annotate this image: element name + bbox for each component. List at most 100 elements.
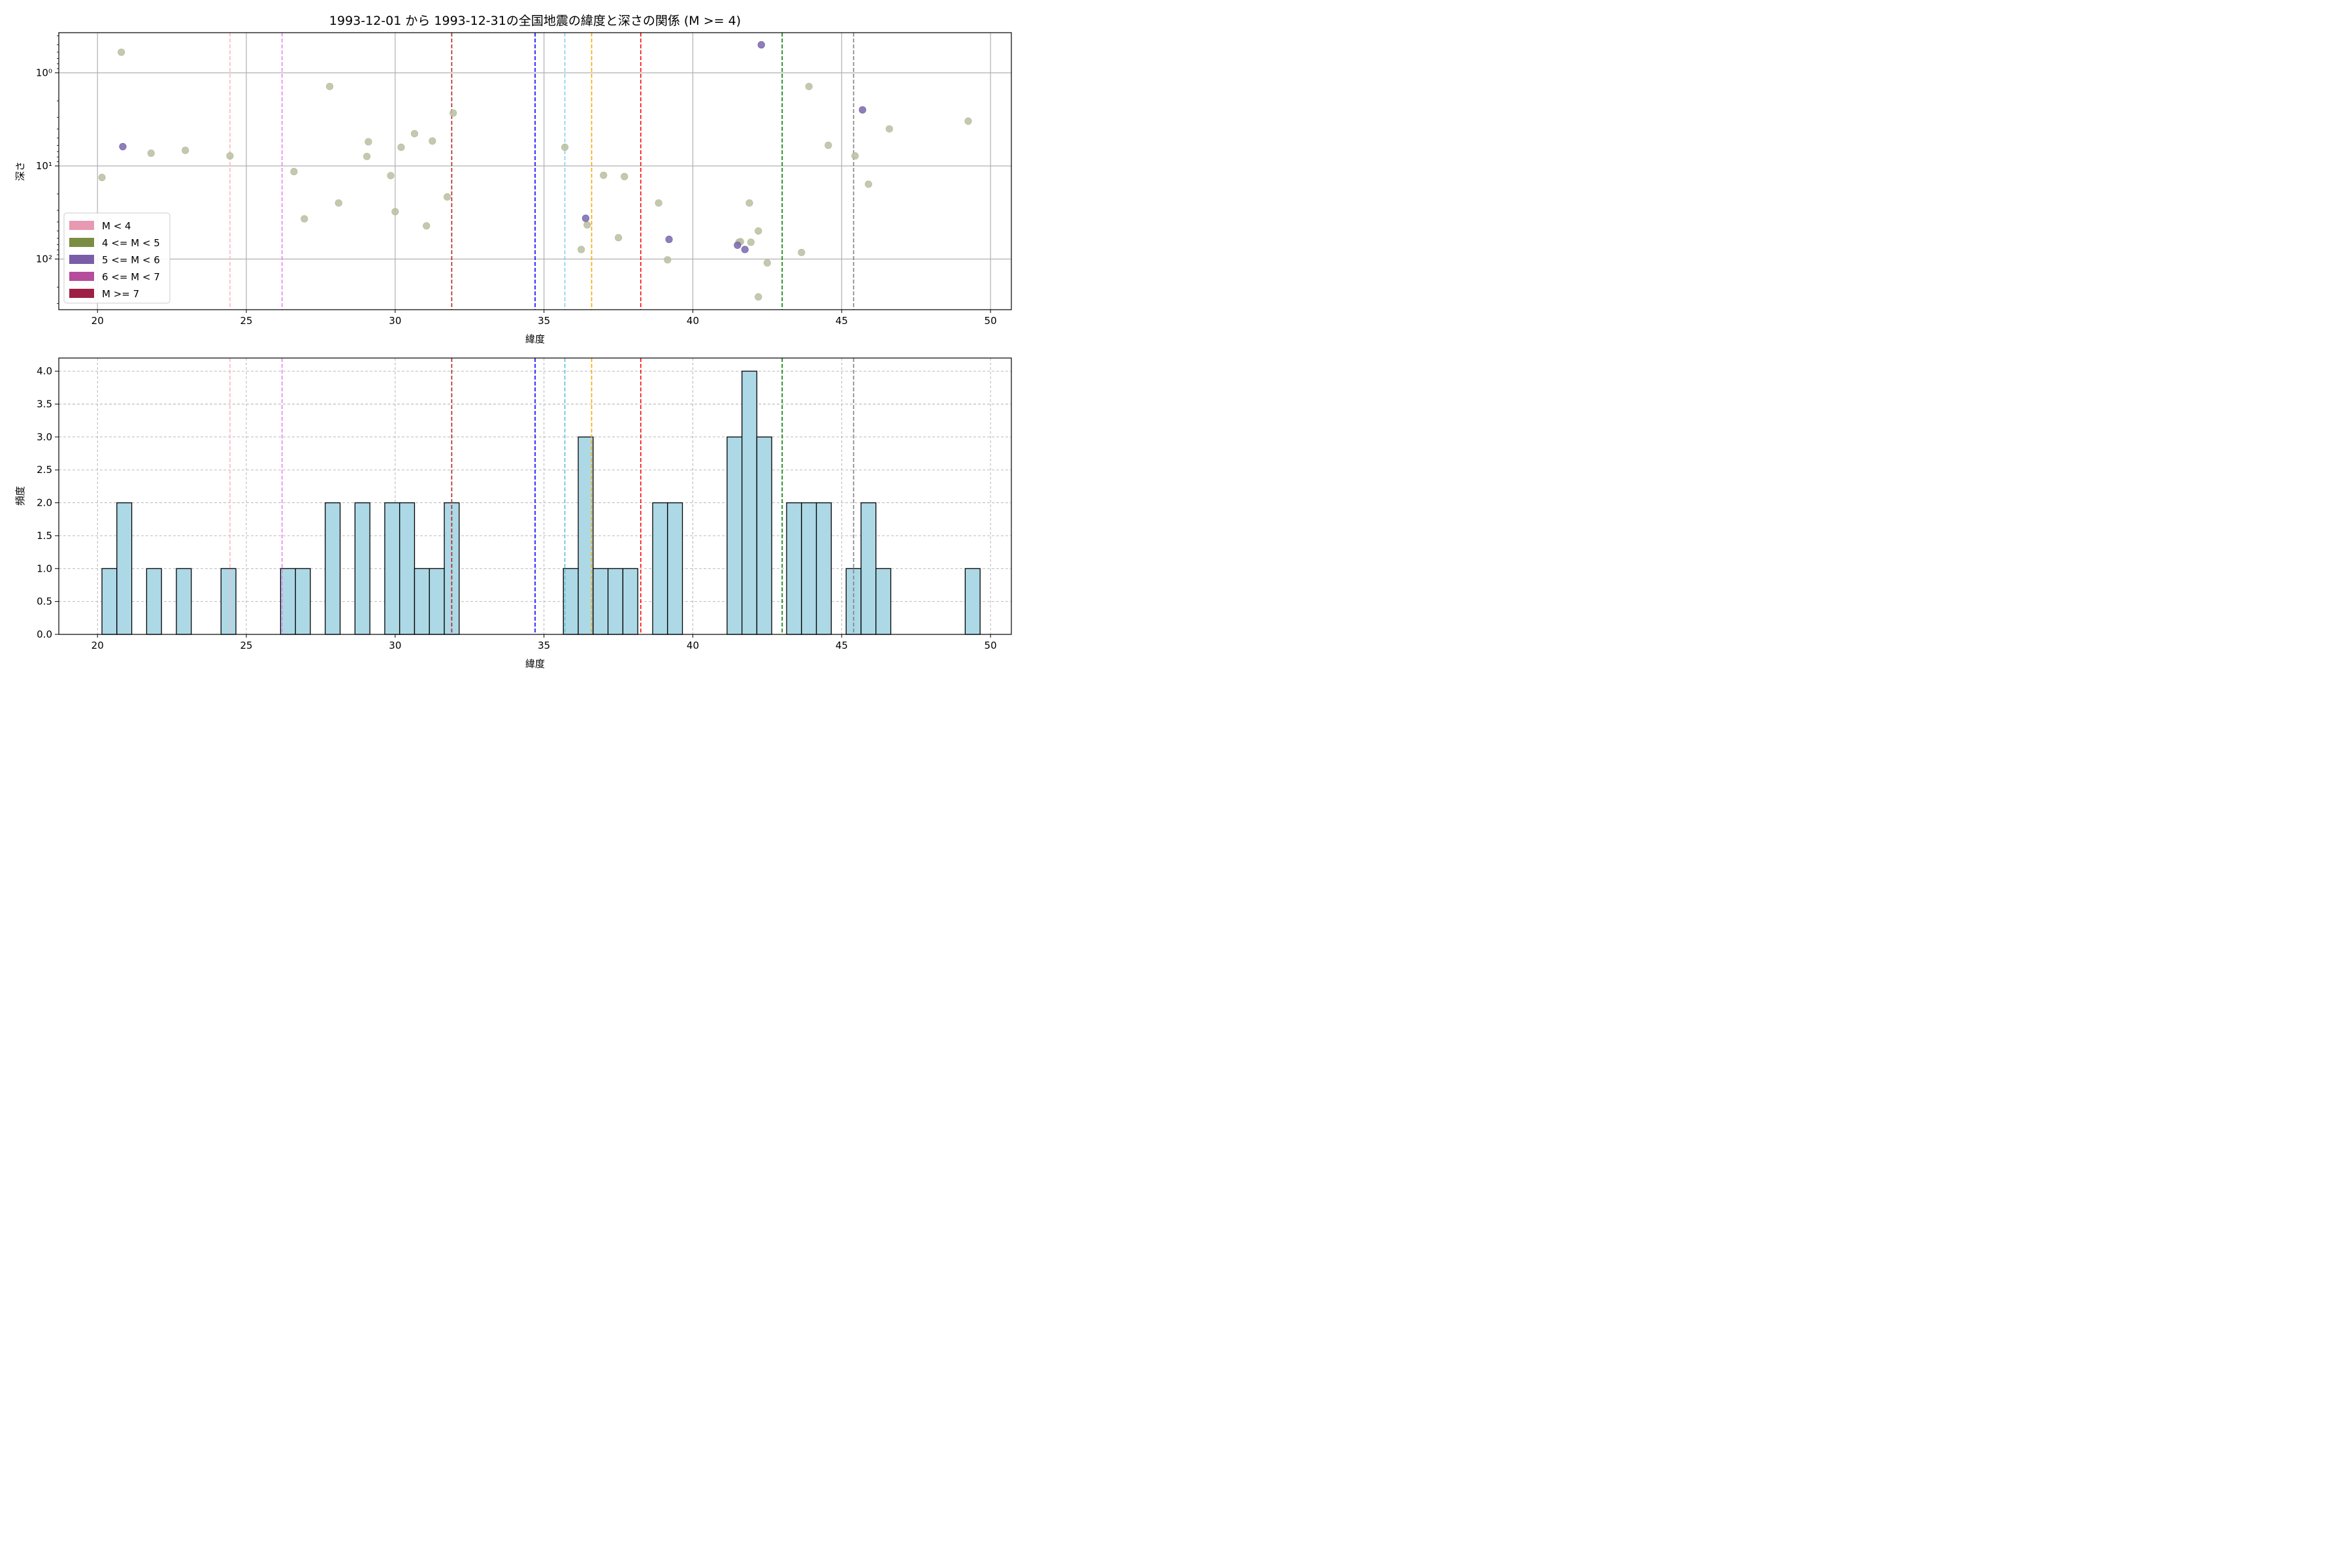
data-point bbox=[561, 143, 569, 152]
histogram-bar bbox=[116, 502, 133, 635]
x-tick-label: 50 bbox=[985, 315, 997, 327]
histogram-bar bbox=[429, 568, 445, 635]
data-point bbox=[147, 149, 155, 157]
scatter-x-axis-label: 緯度 bbox=[525, 333, 545, 345]
legend: M < 4 4 <= M < 5 5 <= M < 6 6 <= M < 7 M >= … bbox=[63, 212, 171, 304]
data-point bbox=[655, 199, 662, 207]
data-point bbox=[423, 222, 431, 230]
data-point bbox=[387, 172, 395, 180]
histogram-bar bbox=[801, 502, 817, 635]
histogram-bar bbox=[593, 568, 609, 635]
histogram-bar bbox=[742, 370, 758, 635]
histogram-bar bbox=[399, 502, 416, 635]
legend-label: M >= 7 bbox=[102, 288, 139, 300]
figure-title: 1993-12-01 から 1993-12-31の全国地震の緯度と深さの関係 (… bbox=[329, 14, 741, 28]
histogram-bar bbox=[220, 568, 237, 635]
histogram-bar bbox=[815, 502, 832, 635]
data-point bbox=[583, 221, 591, 229]
legend-label: 4 <= M < 5 bbox=[102, 237, 160, 249]
data-point bbox=[290, 168, 298, 176]
data-point bbox=[98, 174, 106, 182]
y-tick-label: 1.0 bbox=[37, 563, 52, 574]
histogram-axes: 20 25 30 35 40 45 50 0.0 0.5 1.0 1.5 2.0 2.5 3.0 3.5 4.… bbox=[37, 357, 1012, 651]
x-tick-label: 30 bbox=[389, 315, 401, 327]
data-point bbox=[665, 235, 673, 244]
data-point bbox=[335, 199, 342, 207]
histogram-bar bbox=[563, 568, 579, 635]
y-tick-label: 10⁰ bbox=[36, 67, 52, 79]
plot-frame bbox=[58, 32, 1012, 310]
data-point bbox=[391, 208, 399, 216]
x-tick-label: 20 bbox=[91, 315, 104, 327]
scatter-grid bbox=[59, 33, 1011, 310]
data-point bbox=[600, 171, 608, 179]
histogram-bar bbox=[295, 568, 311, 635]
y-tick-label: 4.0 bbox=[37, 365, 52, 377]
data-point bbox=[864, 180, 872, 188]
histogram-x-axis-label: 緯度 bbox=[525, 658, 545, 670]
scatter-threshold-lines bbox=[229, 33, 855, 310]
histogram-threshold-lines bbox=[229, 358, 855, 634]
legend-swatch bbox=[69, 289, 94, 298]
data-point bbox=[805, 82, 813, 90]
plot-frame bbox=[58, 357, 1012, 635]
data-point bbox=[741, 246, 749, 253]
scatter-y-axis-label: 深さ bbox=[14, 161, 26, 181]
legend-swatch bbox=[69, 221, 94, 230]
legend-label: M < 4 bbox=[102, 220, 131, 232]
data-point bbox=[119, 142, 127, 151]
data-point bbox=[964, 117, 972, 125]
data-point bbox=[578, 246, 585, 253]
histogram-bar bbox=[146, 568, 162, 635]
y-tick-label: 10¹ bbox=[36, 160, 52, 172]
histogram-bar bbox=[964, 568, 981, 635]
data-point bbox=[443, 193, 451, 201]
x-tick-label: 40 bbox=[687, 640, 699, 651]
histogram-bar bbox=[860, 502, 877, 635]
x-tick-label: 50 bbox=[985, 640, 997, 651]
histogram-bar bbox=[607, 568, 624, 635]
y-tick-label: 0.5 bbox=[37, 596, 52, 608]
histogram-bar bbox=[578, 436, 594, 635]
data-point bbox=[581, 214, 590, 222]
histogram-bar bbox=[652, 502, 668, 635]
y-tick-label: 3.0 bbox=[37, 431, 52, 443]
histogram-bar bbox=[727, 436, 743, 635]
x-tick-label: 20 bbox=[91, 640, 104, 651]
x-tick-label: 35 bbox=[538, 315, 550, 327]
legend-swatch bbox=[69, 238, 94, 247]
data-point bbox=[858, 106, 866, 114]
data-point bbox=[851, 152, 859, 160]
x-tick-label: 25 bbox=[240, 315, 252, 327]
x-tick-label: 40 bbox=[687, 315, 699, 327]
y-tick-label: 10² bbox=[36, 253, 52, 265]
histogram-bar bbox=[875, 568, 892, 635]
data-point bbox=[745, 199, 753, 207]
histogram-bar bbox=[622, 568, 638, 635]
x-tick-label: 45 bbox=[836, 640, 848, 651]
y-tick-label: 2.0 bbox=[37, 497, 52, 509]
scatter-chart: 20 25 30 35 40 45 50 10⁰ 10¹ 10² 緯度 深さ M < 4 4 <= … bbox=[14, 32, 1012, 345]
histogram-chart: 20 25 30 35 40 45 50 0.0 0.5 1.0 1.5 2.0 2.5 3.0 3.5 4.… bbox=[14, 357, 1012, 670]
histogram-y-axis-label: 頻度 bbox=[14, 486, 26, 506]
histogram-bar bbox=[756, 436, 772, 635]
figure: 1993-12-01 から 1993-12-31の全国地震の緯度と深さの関係 (… bbox=[14, 14, 1012, 670]
histogram-bar bbox=[414, 568, 430, 635]
histogram-bar bbox=[786, 502, 802, 635]
y-tick-label: 2.5 bbox=[37, 464, 52, 476]
x-tick-label: 35 bbox=[538, 640, 550, 651]
data-point bbox=[825, 141, 832, 149]
data-point bbox=[755, 293, 762, 301]
data-point bbox=[747, 238, 755, 246]
data-point bbox=[226, 152, 234, 160]
histogram-bar bbox=[176, 568, 192, 635]
y-tick-label: 0.0 bbox=[37, 629, 52, 640]
legend-swatch bbox=[69, 272, 94, 281]
data-point bbox=[763, 259, 771, 267]
data-point bbox=[397, 143, 405, 152]
data-point bbox=[885, 125, 893, 133]
data-point bbox=[365, 138, 372, 146]
histogram-bar bbox=[280, 568, 296, 635]
data-point bbox=[755, 227, 762, 235]
data-point bbox=[182, 146, 189, 154]
